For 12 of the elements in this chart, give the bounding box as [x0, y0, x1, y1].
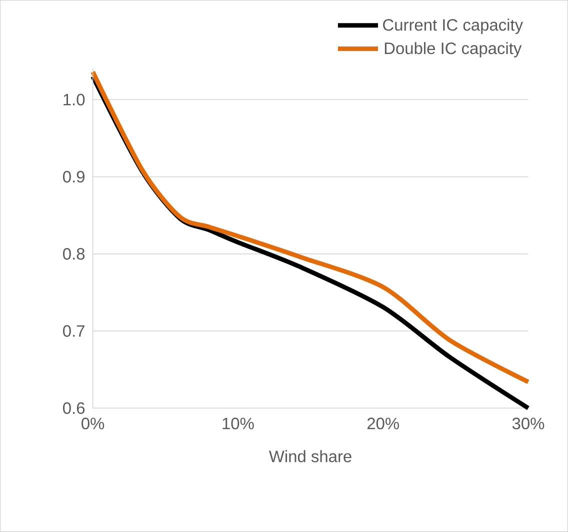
y-tick-label: 0.8	[63, 248, 85, 260]
y-tick-label: 0.7	[63, 325, 84, 337]
x-tick-label: 10%	[222, 418, 254, 430]
y-tick-label: 0.9	[63, 170, 84, 183]
x-axis-title: Wind share	[268, 450, 352, 462]
x-tick-label: 30%	[512, 418, 544, 430]
x-tick-label: 0%	[82, 418, 104, 430]
x-tick-label: 20%	[367, 418, 399, 430]
legend-label: Current IC capacity	[383, 18, 524, 34]
legend-label: Double IC capacity	[384, 42, 522, 58]
y-tick-label: 1.0	[64, 94, 85, 106]
y-tick-label: 0.6	[63, 402, 85, 414]
